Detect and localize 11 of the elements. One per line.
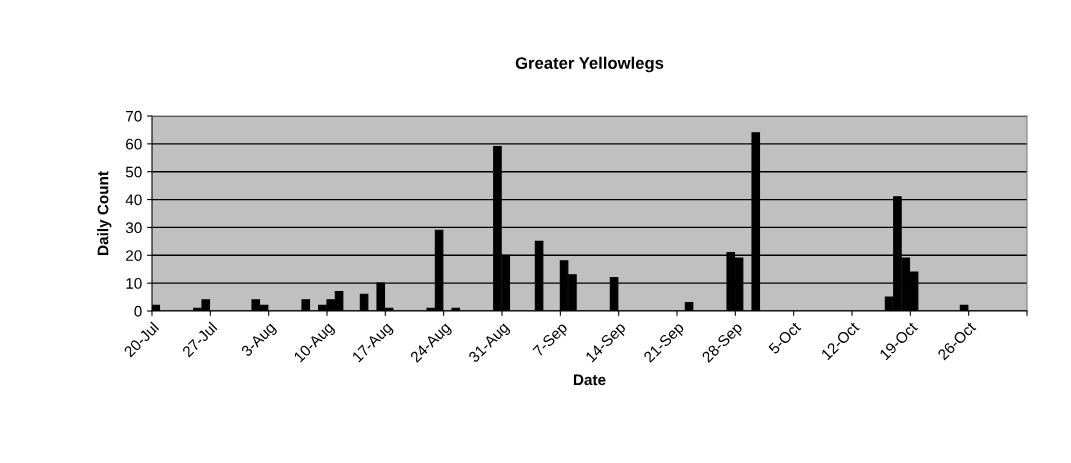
x-axis-title: Date [573,374,606,386]
y-tick-label: 10 [126,278,142,289]
y-tick-label: 40 [125,194,142,206]
y-tick-label: 20 [126,250,142,261]
y-tick-label: 50 [125,166,142,178]
chart-title: Greater Yellowlegs [515,56,664,73]
y-tick-label: 0 [134,305,142,317]
y-tick-label: 70 [126,110,142,122]
y-tick-label: 30 [125,222,142,234]
y-axis-title: Daily Count [97,171,112,255]
y-tick-label: 60 [126,138,142,150]
